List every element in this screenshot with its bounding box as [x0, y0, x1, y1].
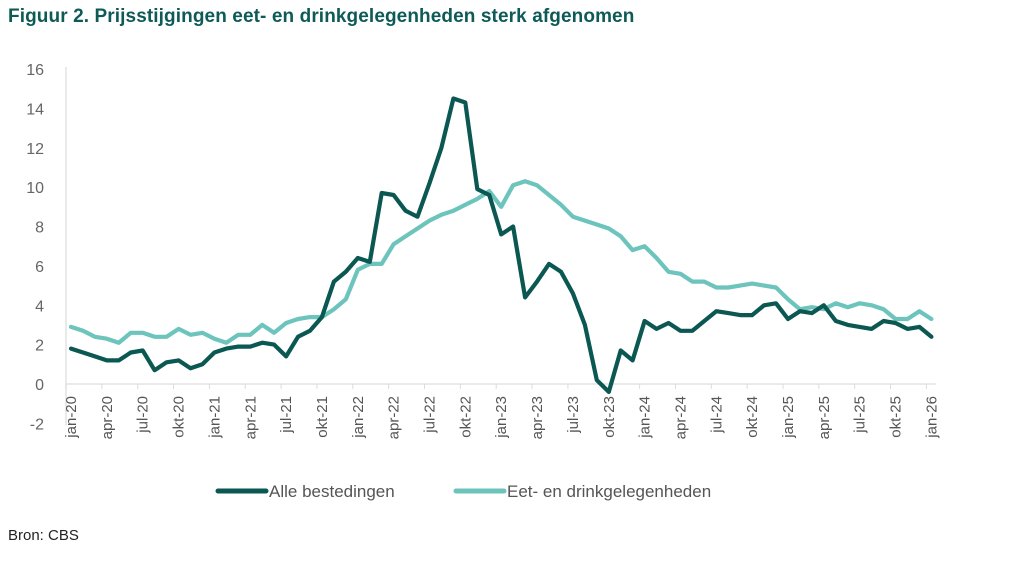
y-tick-label: 14 [26, 101, 44, 118]
x-tick-label: apr-24 [672, 396, 689, 439]
source-note: Bron: CBS [8, 527, 79, 544]
x-tick-label: jan-26 [923, 396, 940, 439]
legend-item: Eet- en drinkgelegenheden [453, 482, 711, 501]
y-tick-label: 0 [35, 377, 44, 394]
legend-label: Alle bestedingen [269, 482, 395, 501]
y-tick-label: 10 [26, 180, 44, 197]
x-tick-label: okt-25 [888, 396, 905, 438]
y-tick-label: 12 [26, 141, 44, 158]
x-axis: jan-20 apr-20 jul-20 okt-20 jan-21 apr-21 jul-… [63, 383, 940, 439]
y-tick-label: -2 [30, 416, 44, 433]
x-tick-label: jan-21 [206, 396, 223, 439]
x-tick-label: okt-20 [171, 396, 188, 438]
x-tick-label: jul-25 [852, 396, 869, 434]
y-tick-label: 6 [35, 259, 44, 276]
x-tick-label: jan-24 [637, 396, 654, 439]
x-tick-label: jul-23 [565, 396, 582, 434]
chart-title: Figuur 2. Prijsstijgingen eet- en drinkg… [8, 6, 635, 27]
x-tick-label: apr-20 [99, 396, 116, 439]
series-line-alle-bestedingen [68, 96, 934, 394]
x-tick-label: okt-24 [744, 396, 761, 438]
x-tick-label: jan-20 [63, 396, 80, 439]
x-tick-label: okt-23 [601, 396, 618, 438]
series-lines [68, 96, 934, 394]
x-tick-label: okt-21 [314, 396, 331, 438]
y-tick-label: 2 [35, 338, 44, 355]
y-tick-label: 4 [35, 298, 44, 315]
legend-label: Eet- en drinkgelegenheden [507, 482, 711, 501]
x-tick-label: jul-24 [708, 396, 725, 434]
x-tick-label: jul-20 [135, 396, 152, 434]
x-tick-label: apr-22 [386, 396, 403, 439]
x-tick-label: jul-21 [278, 396, 295, 434]
y-tick-label: 16 [26, 62, 44, 79]
x-tick-label: jan-22 [350, 396, 367, 439]
x-tick-label: jan-23 [493, 396, 510, 439]
x-tick-label: okt-22 [457, 396, 474, 438]
legend: Alle bestedingen Eet- en drinkgelegenhede… [215, 482, 711, 501]
x-tick-label: jan-25 [780, 396, 797, 439]
x-tick-label: apr-25 [816, 396, 833, 439]
legend-item: Alle bestedingen [215, 482, 395, 501]
x-tick-label: apr-23 [529, 396, 546, 439]
x-tick-label: apr-21 [242, 396, 259, 439]
series-line-eet-en-drinkgelegenheden [68, 179, 934, 345]
x-tick-label: jul-22 [422, 396, 439, 434]
y-tick-label: 8 [35, 220, 44, 237]
y-axis: -2 0 2 4 6 8 10 12 14 16 [26, 62, 67, 433]
